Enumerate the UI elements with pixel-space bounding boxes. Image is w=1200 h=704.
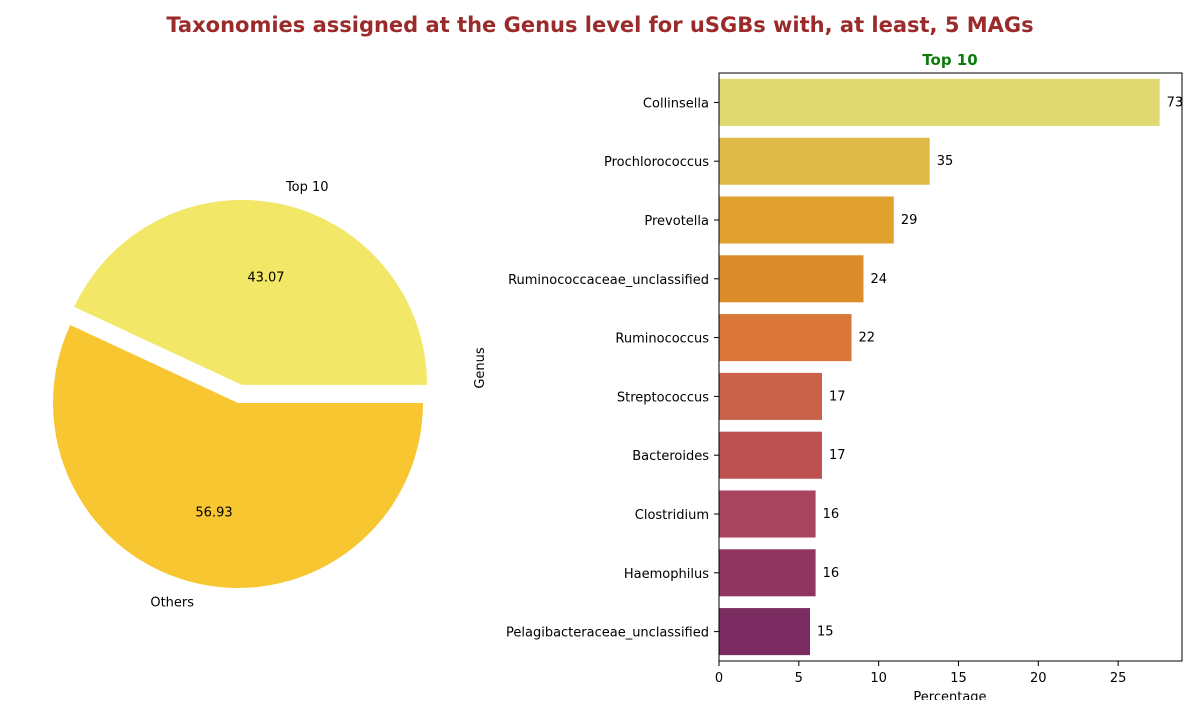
bar (719, 608, 810, 655)
x-tick-label: 15 (950, 671, 967, 686)
bar (719, 549, 816, 596)
x-tick-label: 10 (870, 671, 887, 686)
y-tick-label: Ruminococcus (615, 332, 709, 347)
bar-data-label: 16 (823, 566, 840, 581)
y-tick-label: Clostridium (635, 508, 709, 523)
y-tick-label: Collinsella (643, 96, 709, 111)
x-tick-label: 5 (795, 671, 803, 686)
figure-title: Taxonomies assigned at the Genus level f… (166, 13, 1033, 37)
bar-data-label: 16 (823, 507, 840, 522)
bar-data-label: 73 (1167, 95, 1184, 110)
y-tick-label: Haemophilus (624, 567, 709, 582)
bar-data-label: 15 (817, 625, 834, 640)
y-tick-label: Pelagibacteraceae_unclassified (506, 626, 709, 641)
y-tick-label: Streptococcus (617, 390, 709, 405)
bar (719, 79, 1160, 126)
bar (719, 138, 930, 185)
y-tick-label: Ruminococcaceae_unclassified (508, 273, 709, 288)
bar-data-label: 17 (829, 448, 846, 463)
bar-chart-title: Top 10 (922, 51, 977, 69)
bar-data-label: 35 (937, 154, 954, 169)
bar (719, 490, 816, 537)
x-tick-label: 25 (1110, 671, 1127, 686)
y-tick-label: Prevotella (644, 214, 709, 229)
x-tick-label: 0 (715, 671, 723, 686)
bar (719, 314, 852, 361)
bar-data-label: 17 (829, 389, 846, 404)
bar-chart: Top 10 Percentage Genus Collinsella 73 Pro… (473, 51, 1183, 700)
bar (719, 432, 822, 479)
pie-value-label: 43.07 (247, 271, 284, 286)
bar (719, 196, 894, 243)
x-axis-label: Percentage (913, 690, 986, 700)
y-tick-label: Prochlorococcus (604, 155, 709, 170)
pie-slice-label: Others (150, 596, 194, 611)
x-tick-label: 20 (1030, 671, 1047, 686)
bar-data-label: 24 (870, 272, 887, 287)
y-axis-label: Genus (473, 347, 488, 389)
bar-data-label: 22 (859, 331, 876, 346)
pie-slice-label: Top 10 (285, 180, 329, 195)
pie-value-label: 56.93 (195, 505, 232, 520)
bar-data-label: 29 (901, 213, 918, 228)
y-tick-label: Bacteroides (632, 449, 709, 464)
pie-chart: 43.07 Top 10 56.93 Others (53, 180, 427, 610)
bar (719, 255, 863, 302)
bar (719, 373, 822, 420)
